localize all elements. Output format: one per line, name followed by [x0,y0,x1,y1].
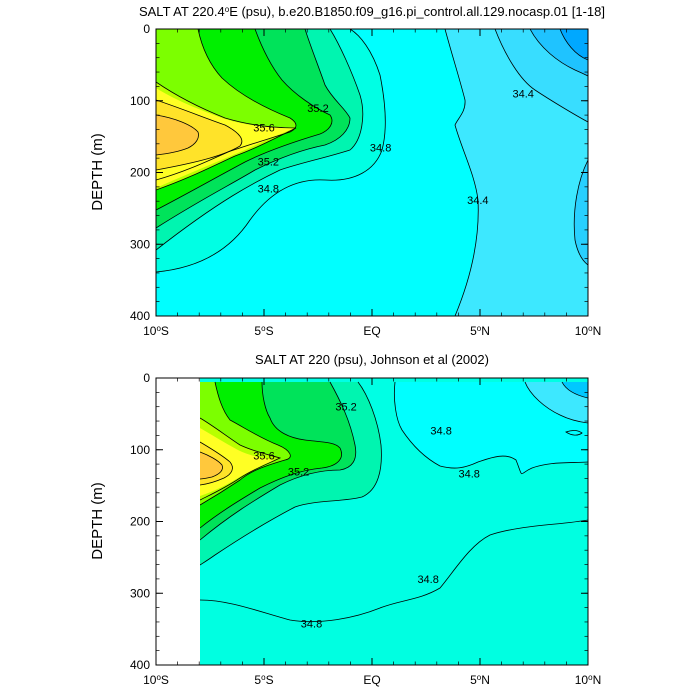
bottom-contour-label: 34.8 [458,468,479,480]
bottom-contour-line [565,430,583,436]
bottom-x-tick-label: 5oN [470,673,490,688]
top-contour-line [156,29,297,181]
top-contour-line [156,29,364,251]
top-contour-label: 34.4 [512,89,533,101]
bottom-y-tick-label: 200 [130,515,150,529]
bottom-panel: 35.6 35.2 35.2 34.8 34.8 34.8 34.8 0 100 200 300 4… [89,352,601,687]
bottom-fill-34.6-34.8 [394,382,588,474]
top-contour-fills [156,29,588,316]
bottom-y-tick-label: 400 [130,658,150,672]
top-contour-line [156,29,386,273]
top-contour-line [573,159,588,266]
bottom-x-tick-label: 10oS [143,673,169,688]
bottom-contour-line [199,451,223,480]
bottom-contour-label: 34.8 [417,574,438,586]
top-fill-36.2-36.4 [156,100,242,170]
top-title-degree: o [225,5,230,14]
top-contour-line [156,29,333,211]
bottom-fill-34.6-34.8-deep [200,520,588,665]
top-contour-line [559,29,588,61]
top-y-tick-label: 300 [130,237,150,251]
bottom-y-tick-label: 300 [130,586,150,600]
bottom-contour-line [199,381,357,541]
top-x-tick-label: 10oN [575,324,601,339]
bottom-contour-fills [200,378,588,665]
top-y-tick-label: 400 [130,309,150,323]
bottom-no-data-region [157,379,200,664]
bottom-contour-label: 35.2 [335,402,356,414]
top-contour-line [494,29,588,123]
top-contour-labels: 35.6 35.2 35.2 34.8 34.8 34.4 34.4 [253,89,534,207]
bottom-fill-36.4-36.6 [200,452,223,479]
top-contour-label: 34.8 [370,142,391,154]
top-contour-lines [156,29,588,316]
top-y-axis-label: DEPTH (m) [89,133,106,211]
top-x-tick-label: 5oS [254,324,273,339]
bottom-y-axis-label: DEPTH (m) [89,482,106,560]
top-contour-line [156,81,297,191]
top-contour-label: 34.4 [467,195,488,207]
bottom-contour-line [199,441,233,486]
bottom-fill-34.2-34.4 [562,382,588,398]
top-x-tick-label: 5oN [470,324,490,339]
top-contour-line [529,29,588,77]
top-x-tick-label: 10oS [143,324,169,339]
bottom-x-tick-label: 5oS [254,673,273,688]
top-contour-line [444,29,479,316]
top-contour-label: 35.2 [258,157,279,169]
bottom-contour-label: 35.6 [253,450,274,462]
top-contour-label: 35.6 [253,122,274,134]
top-contour-label: 35.2 [307,103,328,115]
top-y-tick-label: 0 [143,22,150,36]
top-title-text-rest: E (psu), b.e20.B1850.f09_g16.pi_control.… [229,4,605,19]
top-y-tick-label: 200 [130,166,150,180]
bottom-contour-line [524,381,588,424]
top-contour-label: 34.8 [258,183,279,195]
bottom-contour-line [394,381,588,475]
top-contour-line [156,29,351,229]
bottom-contour-line [199,381,291,506]
top-panel: 35.6 35.2 35.2 34.8 34.8 34.4 34.4 0 100 200 300 4… [89,4,605,338]
bottom-contour-label: 34.8 [301,618,322,630]
bottom-contour-lines [199,381,588,623]
bottom-contour-line [199,381,342,529]
bottom-contour-line [199,381,382,566]
top-title-text: SALT AT 220.4 [139,4,225,19]
top-fill-34.0-34.2 [560,29,588,60]
top-contour-line [156,99,243,171]
bottom-contour-labels: 35.6 35.2 35.2 34.8 34.8 34.8 34.8 [253,402,480,631]
bottom-y-tick-label: 100 [130,443,150,457]
bottom-contour-line [199,417,282,501]
top-contour-line [156,114,199,156]
top-chart-title: SALT AT 220.4oE (psu), b.e20.B1850.f09_g… [139,4,605,19]
bottom-y-tick-label: 0 [143,371,150,385]
top-y-tick-label: 100 [130,94,150,108]
bottom-x-tick-label: EQ [363,673,380,687]
top-fill-34.4-low-right [574,160,588,265]
bottom-x-tick-label: 10oN [575,673,601,688]
bottom-title-text: SALT AT 220 (psu), Johnson et al (2002) [255,352,489,367]
bottom-chart-title: SALT AT 220 (psu), Johnson et al (2002) [255,352,489,367]
bottom-contour-label: 35.2 [288,466,309,478]
top-x-tick-label: EQ [363,324,380,338]
bottom-contour-line [199,519,588,623]
bottom-contour-label: 34.8 [430,425,451,437]
bottom-contour-line [561,381,588,399]
